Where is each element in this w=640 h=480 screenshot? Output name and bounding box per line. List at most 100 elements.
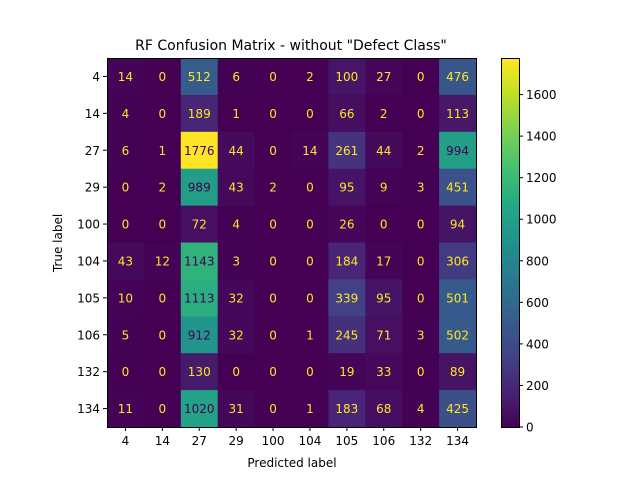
- heatmap-cell: [402, 205, 440, 243]
- heatmap-cell: [254, 94, 292, 133]
- cell-value-label: 44: [376, 144, 391, 158]
- heatmap-cell: [365, 279, 403, 317]
- cell-value-label: 130: [188, 365, 211, 379]
- x-tick-label: 4: [122, 434, 130, 448]
- cell-value-label: 0: [269, 107, 277, 121]
- heatmap-cell: [143, 279, 182, 317]
- y-tick-label: 106: [77, 328, 100, 342]
- heatmap-cell: [365, 353, 403, 391]
- heatmap-cell: [107, 279, 145, 317]
- cell-value-label: 3: [232, 254, 240, 268]
- cell-value-label: 26: [339, 218, 354, 232]
- cell-value-label: 6: [232, 70, 240, 84]
- cell-value-label: 6: [122, 144, 130, 158]
- heatmap-cell: [180, 131, 219, 170]
- heatmap-cell: [328, 279, 366, 317]
- heatmap-cell: [107, 316, 145, 354]
- x-tick-label: 29: [229, 434, 244, 448]
- heatmap-cell: [402, 58, 440, 96]
- cell-value-label: 89: [450, 365, 465, 379]
- heatmap-cell: [217, 353, 256, 391]
- x-tick-label: 104: [298, 434, 321, 448]
- heatmap-cell: [107, 242, 145, 280]
- cell-value-label: 31: [229, 402, 244, 416]
- cell-value-label: 95: [339, 181, 354, 195]
- colorbar-ticks: 0 200 400 600 800 1000 1200 1400 1600: [519, 88, 557, 435]
- heatmap-cell: [143, 168, 182, 207]
- x-tick-label: 132: [409, 434, 432, 448]
- cell-value-label: 0: [306, 181, 314, 195]
- cell-value-label: 189: [188, 107, 211, 121]
- colorbar-tick-label: 1600: [526, 88, 557, 102]
- heatmap-cell: [439, 168, 477, 207]
- heatmap-cell: [365, 316, 403, 354]
- y-tick-label: 4: [92, 70, 100, 84]
- cell-value-label: 95: [376, 291, 391, 305]
- cell-value-label: 27: [376, 70, 391, 84]
- heatmap-cell: [217, 58, 256, 96]
- cell-value-label: 4: [122, 107, 130, 121]
- cell-value-label: 43: [118, 254, 133, 268]
- heatmap-cell: [439, 58, 477, 96]
- cell-value-label: 0: [159, 70, 167, 84]
- cell-value-label: 2: [306, 70, 314, 84]
- y-tick-label: 134: [77, 402, 100, 416]
- heatmap-cell: [402, 131, 440, 170]
- heatmap-cell: [143, 353, 182, 391]
- cell-value-label: 502: [446, 328, 469, 342]
- heatmap-cell: [143, 131, 182, 170]
- heatmap-cell: [107, 168, 145, 207]
- heatmap-cell: [402, 390, 440, 428]
- heatmap-cell: [254, 131, 292, 170]
- cell-value-label: 0: [306, 365, 314, 379]
- cell-value-label: 912: [188, 328, 211, 342]
- colorbar-tick-label: 1000: [526, 213, 557, 227]
- heatmap-cell: [291, 242, 329, 280]
- y-tick-label: 104: [77, 254, 100, 268]
- heatmap-cell: [328, 242, 366, 280]
- heatmap-cell: [254, 58, 292, 96]
- heatmap-cell: [254, 390, 292, 428]
- cell-value-label: 1: [306, 402, 314, 416]
- colorbar-tick-label: 0: [526, 421, 534, 435]
- heatmap-cell: [291, 94, 329, 133]
- heatmap-cell: [180, 390, 219, 428]
- cell-value-label: 1: [232, 107, 240, 121]
- heatmap-cell: [291, 58, 329, 96]
- cell-value-label: 5: [122, 328, 130, 342]
- cell-value-label: 0: [159, 402, 167, 416]
- cell-value-label: 451: [446, 181, 469, 195]
- y-tick-label: 100: [77, 218, 100, 232]
- colorbar: [501, 58, 520, 428]
- heatmap-cell: [254, 316, 292, 354]
- plot-frame: [107, 58, 477, 428]
- heatmap-cell: [365, 242, 403, 280]
- cell-value-label: 9: [380, 181, 388, 195]
- cell-value-label: 0: [159, 107, 167, 121]
- heatmap-cell: [254, 242, 292, 280]
- heatmap-cell: [180, 168, 219, 207]
- heatmap-cell: [365, 131, 403, 170]
- heatmap-cell: [328, 58, 366, 96]
- cell-value-label: 1020: [184, 402, 215, 416]
- cell-value-label: 0: [269, 254, 277, 268]
- cell-value-label: 0: [269, 144, 277, 158]
- cell-value-label: 10: [118, 291, 133, 305]
- cell-value-label: 0: [306, 291, 314, 305]
- heatmap-cell: [402, 242, 440, 280]
- cell-value-label: 4: [417, 402, 425, 416]
- cell-value-label: 3: [417, 328, 425, 342]
- cell-value-label: 0: [417, 70, 425, 84]
- cell-value-label: 14: [118, 70, 133, 84]
- heatmap-cell: [291, 279, 329, 317]
- x-tick-label: 14: [155, 434, 170, 448]
- heatmap-cell: [328, 168, 366, 207]
- cell-value-label: 0: [417, 365, 425, 379]
- heatmap-cell: [180, 279, 219, 317]
- heatmap-cell: [439, 131, 477, 170]
- heatmap-cell: [143, 94, 182, 133]
- heatmap-cell: [402, 94, 440, 133]
- cell-value-label: 4: [232, 218, 240, 232]
- heatmap-cell: [180, 242, 219, 280]
